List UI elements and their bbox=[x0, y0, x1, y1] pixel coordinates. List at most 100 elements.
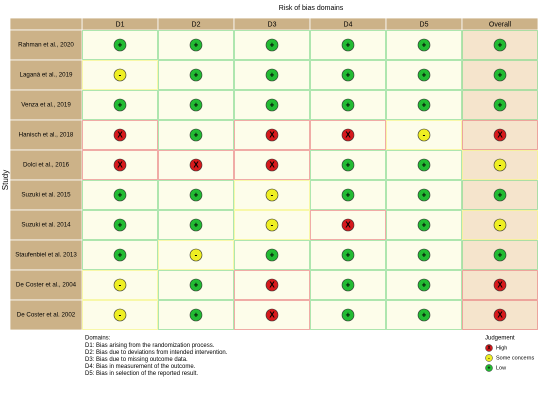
judgement-cell bbox=[234, 240, 310, 270]
judgement-dot bbox=[417, 68, 431, 82]
judgement-dot bbox=[341, 158, 355, 172]
judgement-dot bbox=[417, 38, 431, 52]
judgement-dot bbox=[341, 68, 355, 82]
judgement-dot bbox=[189, 308, 203, 322]
judgement-symbol: + bbox=[346, 161, 351, 170]
judgement-symbol: - bbox=[499, 221, 502, 230]
judgement-dot bbox=[417, 278, 431, 292]
judgement-symbol: + bbox=[498, 41, 503, 50]
judgement-dot bbox=[189, 68, 203, 82]
judgement-symbol: + bbox=[194, 281, 199, 290]
judgement-dot bbox=[265, 278, 279, 292]
study-label: Laganà et al., 2019 bbox=[20, 72, 74, 79]
note: D4: Bias in measurement of the outcome. bbox=[85, 364, 196, 370]
judgement-dot bbox=[493, 128, 507, 142]
legend-dot bbox=[485, 364, 493, 372]
study-label: Suzuki et al. 2014 bbox=[21, 222, 71, 229]
judgement-symbol: + bbox=[118, 251, 123, 260]
judgement-symbol: + bbox=[422, 251, 427, 260]
judgement-dot bbox=[189, 248, 203, 262]
judgement-dot bbox=[265, 308, 279, 322]
judgement-dot bbox=[189, 218, 203, 232]
judgement-cell bbox=[158, 210, 234, 240]
judgement-dot bbox=[417, 188, 431, 202]
judgement-dot bbox=[265, 98, 279, 112]
judgement-dot bbox=[265, 188, 279, 202]
judgement-symbol: + bbox=[194, 221, 199, 230]
study-cell bbox=[9, 179, 83, 211]
judgement-symbol: X bbox=[117, 131, 123, 140]
study-label: Rahman et al., 2020 bbox=[18, 42, 74, 49]
study-cell bbox=[9, 119, 83, 151]
judgement-symbol: + bbox=[498, 71, 503, 80]
judgement-dot bbox=[189, 188, 203, 202]
judgement-dot bbox=[189, 38, 203, 52]
judgement-symbol: + bbox=[118, 101, 123, 110]
judgement-symbol: + bbox=[422, 41, 427, 50]
column-header: D1 bbox=[116, 21, 125, 28]
judgement-dot bbox=[265, 68, 279, 82]
judgement-symbol: + bbox=[346, 41, 351, 50]
judgement-symbol: X bbox=[497, 311, 503, 320]
column-header: D4 bbox=[344, 21, 353, 28]
judgement-symbol: + bbox=[346, 71, 351, 80]
judgement-dot bbox=[113, 218, 127, 232]
study-cell bbox=[9, 239, 83, 271]
judgement-symbol: + bbox=[498, 251, 503, 260]
judgement-dot bbox=[417, 248, 431, 262]
judgement-dot bbox=[189, 158, 203, 172]
legend-label: High bbox=[496, 345, 507, 351]
legend-label: Low bbox=[496, 365, 506, 371]
judgement-dot bbox=[113, 68, 127, 82]
judgement-dot bbox=[113, 158, 127, 172]
judgement-dot bbox=[417, 218, 431, 232]
judgement-symbol: + bbox=[422, 101, 427, 110]
judgement-symbol: X bbox=[345, 131, 351, 140]
judgement-dot bbox=[341, 188, 355, 202]
note: D5: Bias in selection of the reported re… bbox=[85, 371, 198, 377]
judgement-symbol: X bbox=[269, 161, 275, 170]
judgement-symbol: + bbox=[194, 131, 199, 140]
judgement-dot bbox=[189, 128, 203, 142]
note: D2: Bias due to deviations from intended… bbox=[85, 350, 228, 356]
judgement-dot bbox=[493, 188, 507, 202]
judgement-dot bbox=[265, 158, 279, 172]
judgement-symbol: X bbox=[497, 131, 503, 140]
judgement-symbol: + bbox=[346, 101, 351, 110]
judgement-dot bbox=[493, 158, 507, 172]
judgement-dot bbox=[113, 128, 127, 142]
column-header: D2 bbox=[192, 21, 201, 28]
judgement-symbol: X bbox=[117, 161, 123, 170]
judgement-dot bbox=[189, 98, 203, 112]
judgement-dot bbox=[493, 38, 507, 52]
note: D1: Bias arising from the randomization … bbox=[85, 343, 215, 349]
study-label: De Coster et al. 2002 bbox=[17, 312, 76, 319]
judgement-dot bbox=[417, 128, 431, 142]
note: D3: Bias due to missing outcome data. bbox=[85, 357, 188, 363]
judgement-symbol: - bbox=[271, 221, 274, 230]
study-cell bbox=[9, 89, 83, 121]
judgement-symbol: X bbox=[193, 161, 199, 170]
judgement-dot bbox=[341, 98, 355, 112]
judgement-symbol: + bbox=[422, 71, 427, 80]
legend-dot bbox=[485, 344, 493, 352]
judgement-symbol: + bbox=[270, 251, 275, 260]
study-cell bbox=[9, 29, 83, 61]
judgement-symbol: + bbox=[346, 251, 351, 260]
judgement-symbol: + bbox=[194, 191, 199, 200]
judgement-dot bbox=[113, 248, 127, 262]
judgement-symbol: X bbox=[269, 281, 275, 290]
judgement-dot bbox=[265, 38, 279, 52]
judgement-cell bbox=[234, 90, 310, 120]
judgement-dot bbox=[113, 278, 127, 292]
study-cell bbox=[9, 59, 83, 91]
judgement-dot bbox=[265, 128, 279, 142]
judgement-dot bbox=[341, 38, 355, 52]
judgement-dot bbox=[493, 278, 507, 292]
y-label: Study bbox=[1, 170, 10, 190]
judgement-symbol: + bbox=[498, 101, 503, 110]
judgement-dot bbox=[493, 248, 507, 262]
judgement-dot bbox=[113, 98, 127, 112]
column-header: D5 bbox=[420, 21, 429, 28]
